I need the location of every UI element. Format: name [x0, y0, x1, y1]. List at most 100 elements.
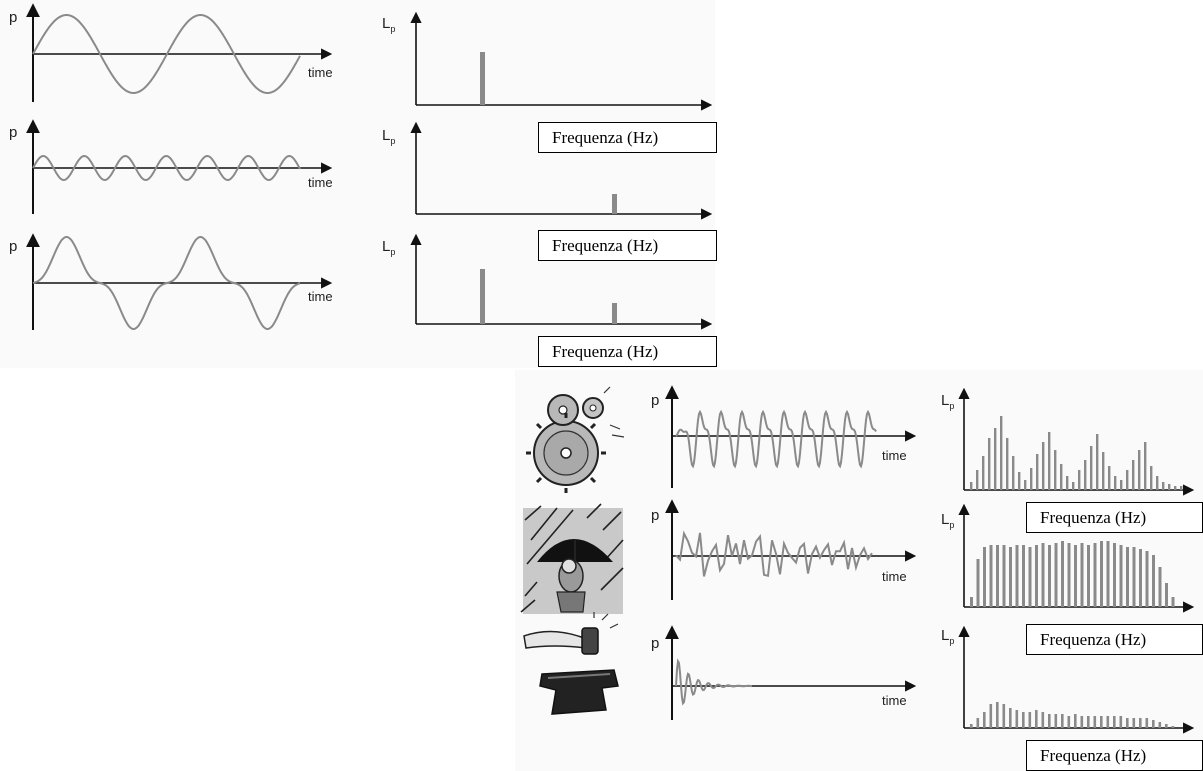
spectrum-bar: [1119, 545, 1123, 607]
spectrum-bar: [1042, 442, 1045, 490]
axis-label-time: time: [308, 65, 333, 80]
spectrum-bar: [1048, 432, 1051, 490]
axis-label-p: p: [9, 9, 17, 26]
spectrum-bar: [1002, 545, 1006, 607]
spectrum-bar: [1080, 543, 1084, 607]
spectrum-bar: [1120, 480, 1123, 490]
axis-label-time: time: [882, 569, 907, 584]
spectrum-bar: [1174, 486, 1177, 490]
frequency-label-box: Frequenza (Hz): [538, 122, 717, 153]
spectrum-bar: [970, 597, 973, 607]
spectrum-bar: [1090, 446, 1093, 490]
spectrum-bar: [1048, 545, 1051, 607]
spectrum-bar: [1054, 450, 1057, 490]
spectrum-bar: [1028, 712, 1032, 728]
axis-label-p: p: [9, 238, 17, 255]
spectrum-bar: [1144, 442, 1147, 490]
spectrum-bar: [982, 456, 985, 490]
time-plot-hammer: p time: [651, 625, 917, 720]
spectrum-bar: [970, 482, 973, 490]
spectrum-bar: [970, 724, 973, 728]
spectrum-plot-1: Lp: [382, 11, 713, 111]
spectrum-bar: [1096, 434, 1099, 490]
spectrum-bar: [988, 438, 991, 490]
spectrum-bar: [1012, 456, 1015, 490]
waveform: [32, 14, 301, 94]
hammer-anvil-icon: [523, 612, 619, 715]
spectrum-bar: [1018, 472, 1021, 490]
spectral-line: [480, 269, 485, 324]
spectrum-bar: [983, 547, 986, 607]
spectrum-bar: [1168, 484, 1171, 490]
spectrum-bar: [1162, 482, 1165, 490]
axis-label-p: p: [9, 124, 17, 141]
axis-label-lp: Lp: [941, 627, 954, 646]
spectrum-bar: [1139, 718, 1142, 728]
spectrum-bar: [1126, 547, 1129, 607]
spectrum-bar: [1145, 551, 1149, 607]
spectrum-bar: [1015, 545, 1019, 607]
spectrum-bar: [1072, 482, 1075, 490]
spectrum-bar: [976, 559, 980, 607]
spectrum-bar: [1022, 545, 1025, 607]
frequency-label-box: Frequenza (Hz): [538, 336, 717, 367]
spectrum-plot-3: Lp: [382, 233, 713, 330]
spectrum-bar: [1074, 545, 1077, 607]
spectrum-bar: [1067, 543, 1071, 607]
spectrum-bar: [1158, 567, 1162, 607]
spectrum-bar: [1145, 718, 1149, 728]
spectrum-bar: [1030, 468, 1033, 490]
spectrum-bar: [1093, 543, 1097, 607]
spectrum-bar: [994, 428, 997, 490]
spectrum-bar: [1138, 450, 1141, 490]
spectrum-bar: [983, 712, 986, 728]
spectrum-bar: [1113, 716, 1116, 728]
axis-label-lp: Lp: [382, 15, 395, 34]
spectrum-bar: [996, 545, 999, 607]
spectrum-bar: [1150, 466, 1153, 490]
spectrum-bar: [1093, 716, 1097, 728]
spectrum-bar: [1152, 720, 1155, 728]
spectrum-bar: [996, 702, 999, 728]
time-plot-gears: p time: [651, 385, 917, 488]
time-plot-pure-tone-high: p time: [9, 119, 333, 214]
spectrum-bar: [1152, 555, 1155, 607]
spectral-line: [480, 52, 485, 105]
gears-icon: [526, 386, 625, 493]
spectrum-bar: [1041, 543, 1045, 607]
spectrum-bar: [1015, 710, 1019, 728]
spectrum-bar: [1126, 718, 1129, 728]
frequency-label-box: Frequenza (Hz): [1026, 740, 1203, 771]
spectrum-bar: [1171, 597, 1175, 607]
spectrum-plot-2: Lp: [382, 121, 713, 220]
axis-label-lp: Lp: [382, 238, 395, 257]
spectrum-bar: [1048, 714, 1051, 728]
spectrum-plot-rain: Lp: [941, 503, 1195, 613]
spectrum-bar: [976, 718, 980, 728]
axis-label-p: p: [651, 635, 659, 652]
spectrum-bar: [1002, 704, 1006, 728]
axis-label-p: p: [651, 507, 659, 524]
spectrum-bar: [1114, 476, 1117, 490]
spectrum-bar: [1009, 547, 1012, 607]
spectrum-bar: [1171, 726, 1175, 728]
spectrum-bar: [1087, 716, 1090, 728]
spectrum-bar: [1156, 476, 1159, 490]
spectrum-plot-hammer: Lp: [941, 625, 1195, 734]
axis-label-lp: Lp: [382, 127, 395, 146]
spectrum-bar: [1036, 454, 1039, 490]
waveform: [675, 409, 877, 469]
spectrum-bar: [1119, 716, 1123, 728]
axis-label-time: time: [882, 693, 907, 708]
spectrum-bar: [1035, 710, 1038, 728]
time-plot-complex-tone: p time: [9, 233, 333, 330]
spectrum-bar: [1080, 716, 1084, 728]
axis-label-lp: Lp: [941, 392, 954, 411]
spectrum-bar: [976, 470, 979, 490]
spectrum-bar: [1126, 470, 1129, 490]
waveform: [32, 154, 301, 182]
spectrum-bar: [1165, 583, 1168, 607]
frequency-label-box: Frequenza (Hz): [1026, 624, 1203, 655]
spectrum-bar: [1139, 549, 1142, 607]
time-plot-rain: p time: [651, 499, 917, 600]
